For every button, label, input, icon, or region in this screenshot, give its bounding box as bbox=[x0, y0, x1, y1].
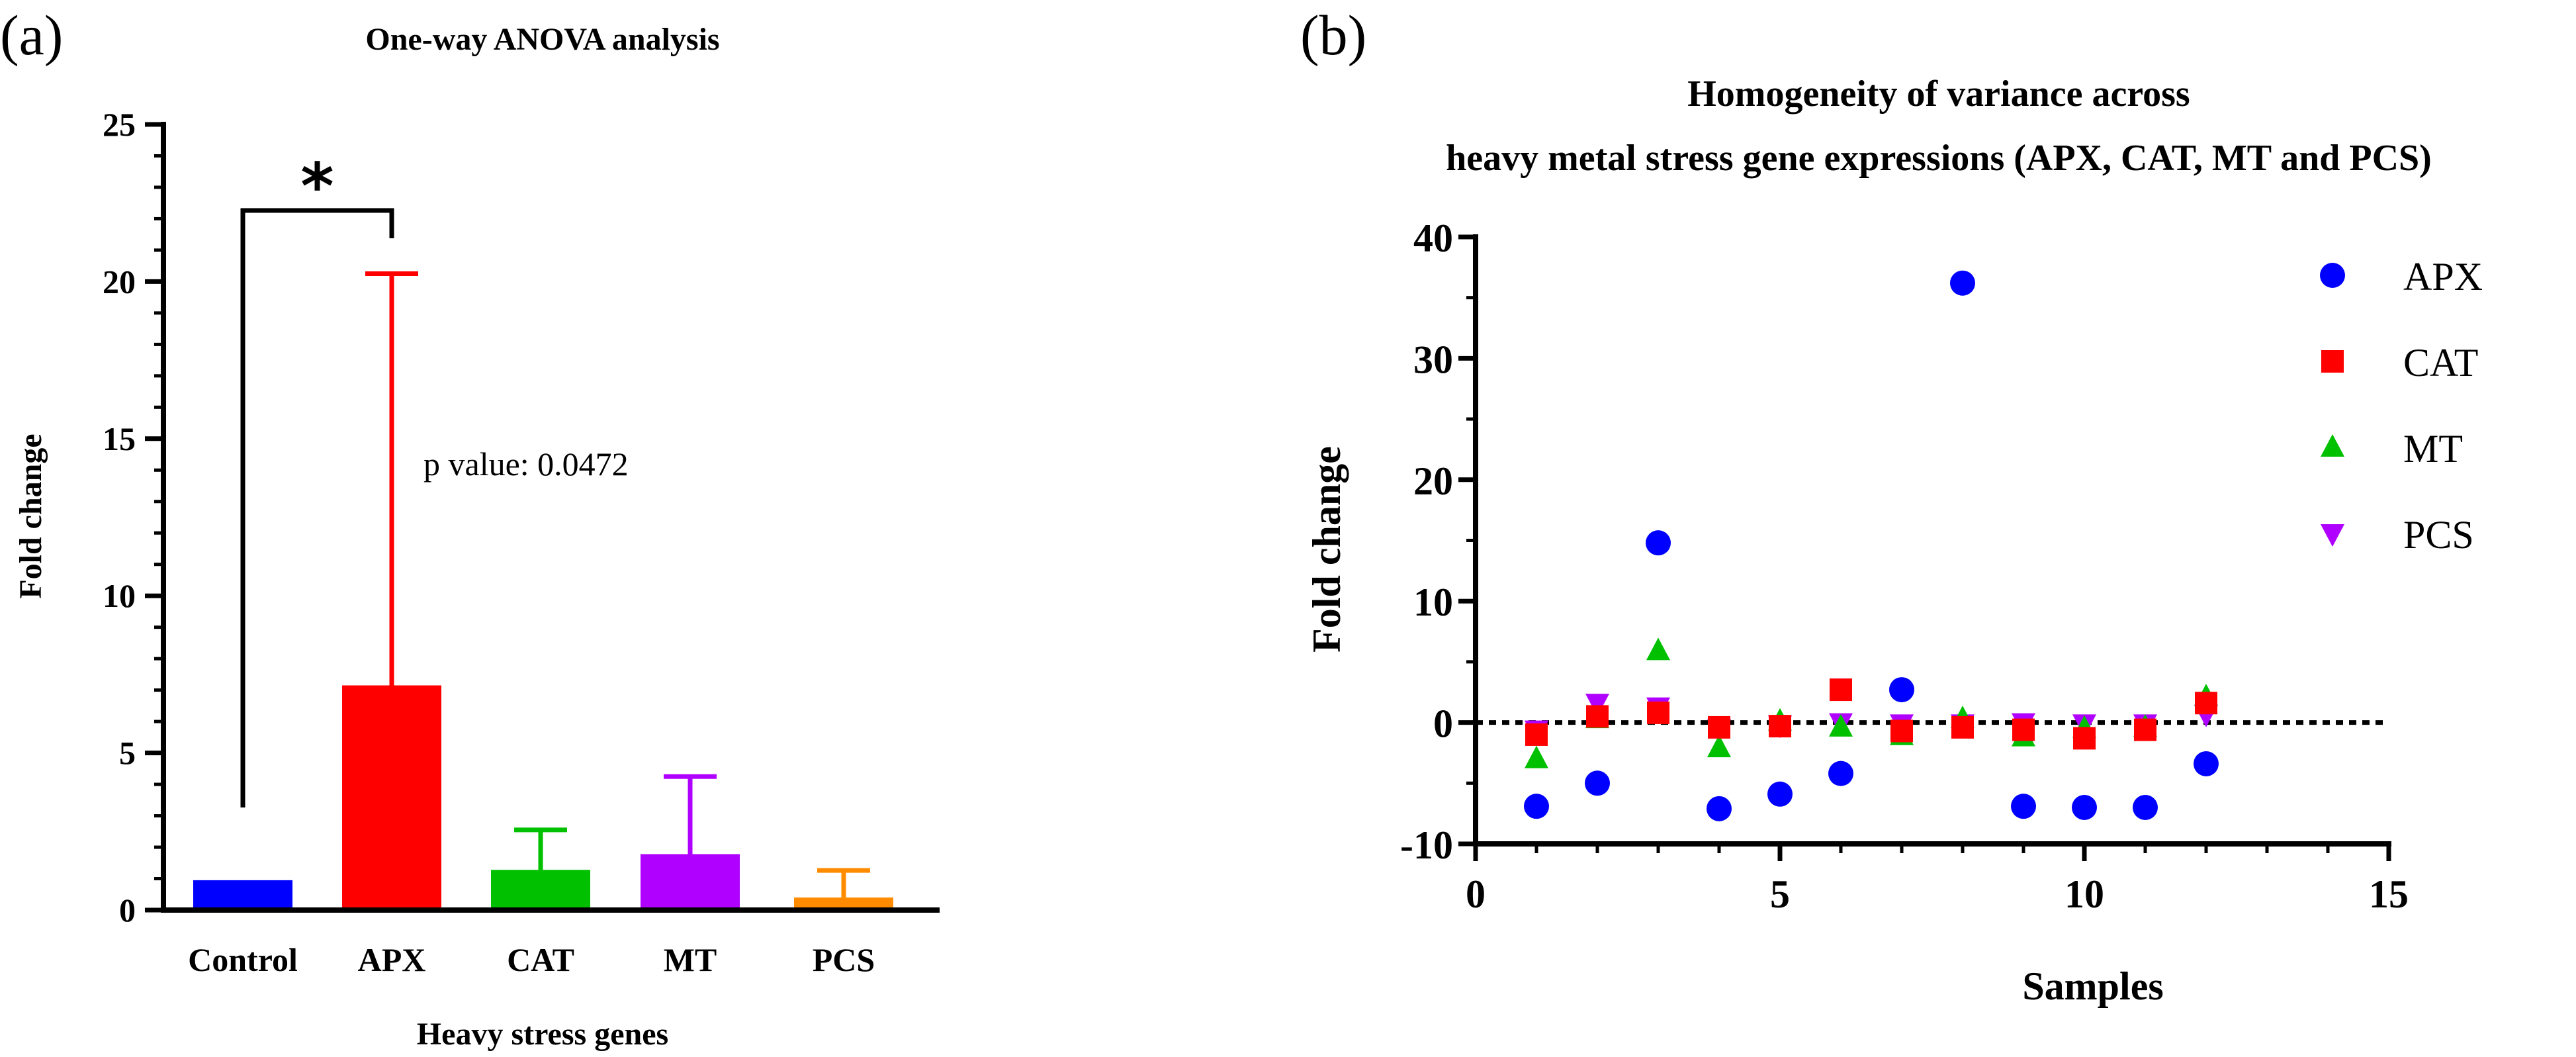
x-tick-label-control: Control bbox=[188, 941, 298, 978]
x-tick-label-mt: MT bbox=[664, 941, 717, 978]
x-tick-label-cat: CAT bbox=[507, 941, 574, 978]
b-y-tick-label-10: 10 bbox=[1413, 580, 1453, 624]
point-cat-1 bbox=[1525, 723, 1548, 746]
legend-label-pcs: PCS bbox=[2403, 513, 2474, 557]
x-tick-label-apx: APX bbox=[358, 941, 426, 978]
y-tick-label-10: 10 bbox=[103, 577, 136, 614]
point-apx-8 bbox=[1950, 270, 1975, 296]
point-cat-10 bbox=[2073, 727, 2096, 750]
chart-a-xlabel: Heavy stress genes bbox=[417, 1017, 668, 1052]
panel-label-a: (a) bbox=[0, 3, 63, 67]
chart-b: Homogeneity of variance across heavy met… bbox=[1305, 73, 2483, 1008]
point-cat-8 bbox=[1951, 715, 1974, 739]
bar-cat bbox=[491, 870, 590, 910]
point-cat-3 bbox=[1647, 701, 1669, 724]
point-apx-10 bbox=[2072, 794, 2097, 820]
b-y-tick-label--10: -10 bbox=[1400, 823, 1453, 867]
chart-b-title-line1: Homogeneity of variance across bbox=[1687, 73, 2190, 115]
panel-label-b: (b) bbox=[1300, 3, 1366, 67]
legend-marker-pcs bbox=[2321, 524, 2344, 547]
point-apx-7 bbox=[1889, 677, 1914, 703]
point-mt-6 bbox=[1829, 713, 1853, 737]
point-cat-2 bbox=[1586, 705, 1609, 728]
point-apx-3 bbox=[1646, 530, 1671, 556]
point-apx-5 bbox=[1767, 781, 1793, 807]
chart-a: One-way ANOVA analysis Fold change Heavy… bbox=[13, 22, 940, 1052]
point-cat-9 bbox=[2012, 718, 2035, 741]
b-x-tick-label-0: 0 bbox=[1466, 872, 1486, 916]
b-y-tick-label-30: 30 bbox=[1413, 338, 1453, 381]
bar-apx bbox=[342, 685, 441, 910]
y-tick-label-20: 20 bbox=[103, 263, 136, 300]
chart-b-ylabel: Fold change bbox=[1305, 446, 1349, 653]
p-value-annotation: p value: 0.0472 bbox=[423, 445, 629, 483]
legend-marker-cat bbox=[2321, 350, 2344, 373]
chart-a-title: One-way ANOVA analysis bbox=[365, 22, 719, 57]
bar-mt bbox=[641, 854, 740, 910]
point-mt-1 bbox=[1525, 745, 1548, 768]
b-x-tick-label-10: 10 bbox=[2065, 872, 2104, 916]
x-tick-label-pcs: PCS bbox=[813, 941, 875, 978]
legend-label-apx: APX bbox=[2403, 255, 2483, 299]
point-pcs-2 bbox=[1585, 694, 1609, 717]
point-cat-4 bbox=[1708, 715, 1730, 739]
bar-control bbox=[193, 880, 292, 910]
legend-label-mt: MT bbox=[2403, 427, 2463, 471]
y-tick-label-5: 5 bbox=[119, 735, 136, 772]
point-apx-4 bbox=[1707, 796, 1732, 821]
point-apx-1 bbox=[1524, 794, 1549, 819]
b-x-tick-label-15: 15 bbox=[2369, 872, 2409, 916]
y-tick-label-25: 25 bbox=[103, 106, 136, 143]
b-x-tick-label-5: 5 bbox=[1770, 872, 1790, 916]
point-cat-11 bbox=[2134, 718, 2156, 741]
chart-a-ylabel: Fold change bbox=[13, 434, 48, 598]
point-apx-2 bbox=[1585, 770, 1610, 796]
legend-label-cat: CAT bbox=[2403, 341, 2478, 385]
b-y-tick-label-40: 40 bbox=[1413, 216, 1453, 260]
significance-bracket bbox=[240, 208, 394, 807]
point-mt-3 bbox=[1646, 637, 1670, 661]
point-cat-12 bbox=[2195, 692, 2217, 715]
point-cat-6 bbox=[1830, 678, 1852, 702]
point-cat-5 bbox=[1769, 715, 1791, 738]
y-tick-label-15: 15 bbox=[103, 420, 136, 457]
point-apx-9 bbox=[2011, 794, 2036, 819]
point-apx-6 bbox=[1828, 760, 1853, 786]
point-mt-4 bbox=[1707, 735, 1731, 758]
chart-b-title-line2: heavy metal stress gene expressions (APX… bbox=[1446, 138, 2432, 179]
significance-star: * bbox=[300, 150, 333, 224]
point-cat-7 bbox=[1890, 719, 1913, 743]
point-apx-12 bbox=[2194, 751, 2219, 776]
chart-b-xlabel: Samples bbox=[2022, 964, 2163, 1008]
y-tick-label-0: 0 bbox=[119, 892, 136, 929]
bar-pcs bbox=[794, 897, 893, 910]
legend-marker-apx bbox=[2320, 263, 2345, 288]
b-y-tick-label-20: 20 bbox=[1413, 459, 1453, 503]
point-apx-11 bbox=[2133, 794, 2158, 820]
b-y-tick-label-0: 0 bbox=[1433, 702, 1453, 746]
legend-marker-mt bbox=[2321, 434, 2344, 457]
